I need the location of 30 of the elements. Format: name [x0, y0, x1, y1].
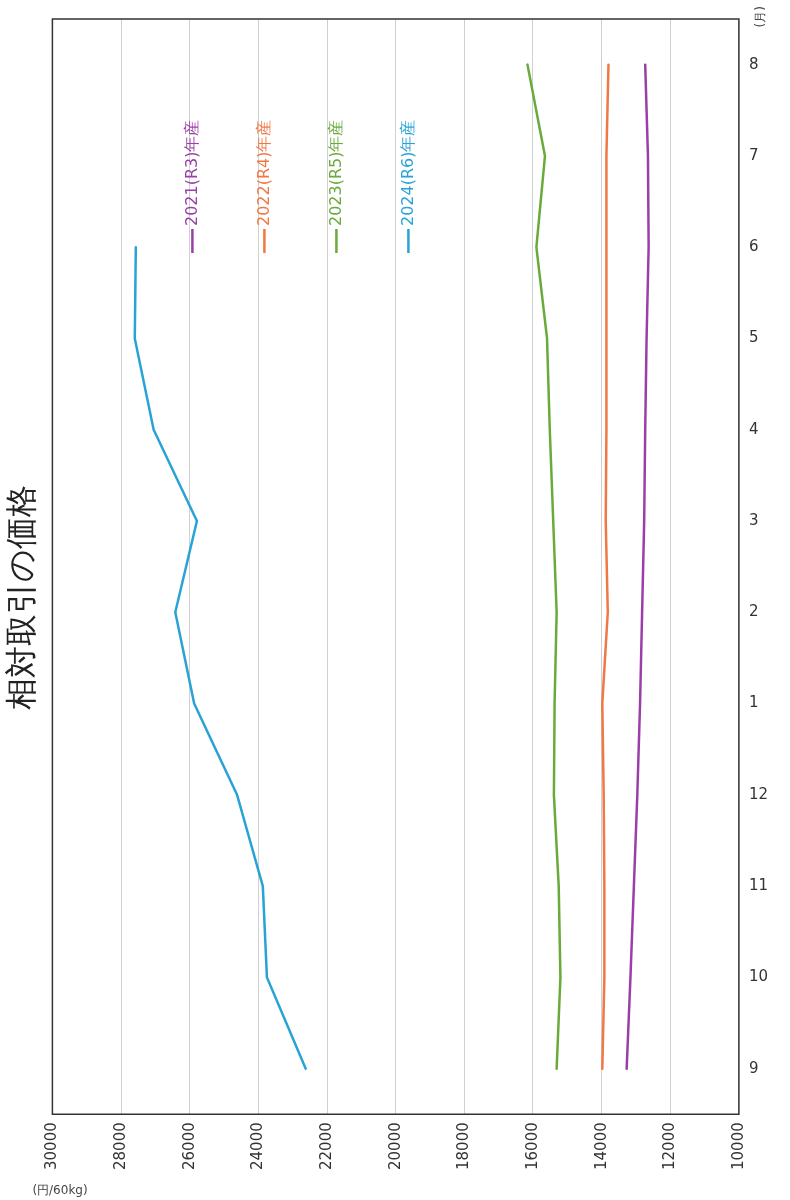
x-tick-label: 12000	[660, 1122, 679, 1170]
text: 2024(R6)年産	[397, 119, 417, 226]
y-tick-label: 1	[748, 693, 759, 712]
x-tick-label: 16000	[522, 1122, 541, 1170]
x-tick-label: 30000	[42, 1122, 61, 1170]
x-tick-label: 14000	[591, 1122, 610, 1170]
y-tick-label: 5	[748, 328, 759, 347]
text: 2023(R5)年産	[325, 119, 345, 226]
x-tick-label: 10000	[728, 1122, 747, 1170]
y-axis-title: (月)	[753, 6, 768, 28]
y-tick-label: 3	[748, 510, 759, 529]
y-tick-label: 4	[748, 419, 759, 438]
x-tick-label: 20000	[385, 1122, 404, 1170]
text: 相対取引の価格	[1, 484, 40, 710]
x-tick-label: 24000	[248, 1122, 267, 1170]
text: 2022(R4)年産	[253, 119, 273, 226]
y-tick-label: 2	[748, 602, 759, 621]
y-tick-label: 12	[748, 784, 769, 803]
x-tick-label: 26000	[179, 1122, 198, 1170]
x-axis-title: (円/60kg)	[32, 1183, 88, 1198]
text: 2021(R3)年産	[181, 119, 201, 226]
y-tick-label: 10	[748, 967, 769, 986]
x-tick-label: 28000	[110, 1122, 129, 1170]
y-tick-label: 6	[748, 237, 759, 256]
x-tick-label: 22000	[316, 1122, 335, 1170]
x-tick-label: 18000	[454, 1122, 473, 1170]
y-tick-label: 9	[748, 1058, 759, 1077]
y-tick-label: 8	[748, 54, 759, 73]
y-tick-label: 7	[748, 145, 759, 164]
y-tick-label: 11	[748, 875, 769, 894]
